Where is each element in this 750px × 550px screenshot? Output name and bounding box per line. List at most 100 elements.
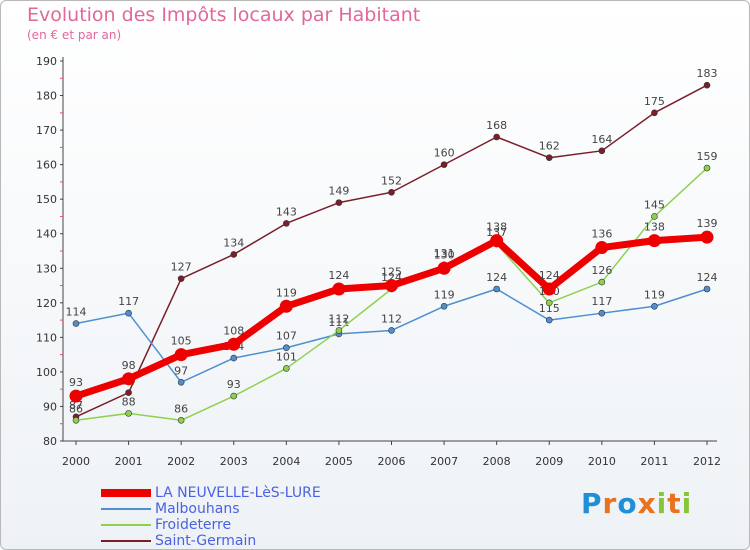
y-tick-label: 150 <box>36 193 57 206</box>
data-label: 124 <box>328 269 349 282</box>
x-tick-label: 2009 <box>535 455 563 468</box>
chart-title: Evolution des Impôts locaux par Habitant <box>27 4 421 26</box>
logo-letter: P <box>581 487 603 520</box>
data-label: 87 <box>69 399 83 412</box>
data-label: 124 <box>697 271 718 284</box>
data-label: 119 <box>276 286 297 299</box>
data-point <box>122 372 136 386</box>
logo-letter: i <box>681 487 693 520</box>
data-label: 136 <box>591 228 612 241</box>
logo-letter: o <box>617 487 638 520</box>
data-point <box>647 234 661 248</box>
data-point <box>651 109 658 117</box>
x-tick-label: 2012 <box>693 455 721 468</box>
data-point <box>440 161 448 168</box>
data-point <box>230 354 238 362</box>
y-tick-label: 100 <box>36 366 57 379</box>
data-point <box>125 309 132 317</box>
y-tick-label: 140 <box>36 228 57 241</box>
x-tick-label: 2010 <box>588 455 616 468</box>
data-label: 168 <box>486 119 507 132</box>
data-label: 93 <box>69 376 83 389</box>
data-point <box>279 299 293 313</box>
data-point <box>440 302 448 310</box>
data-label: 125 <box>381 266 402 279</box>
data-point <box>230 251 238 258</box>
y-tick-label: 110 <box>36 331 57 344</box>
x-tick-label: 2006 <box>378 455 406 468</box>
legend-item: LA NEUVELLE-LèS-LURE <box>101 485 321 501</box>
data-point <box>335 327 343 334</box>
data-point <box>388 327 395 334</box>
data-label: 183 <box>697 67 718 80</box>
data-label: 130 <box>434 248 455 261</box>
logo-letter: r <box>602 487 618 520</box>
data-point <box>177 378 185 386</box>
data-label: 97 <box>174 364 188 377</box>
y-tick-label: 180 <box>36 90 57 103</box>
x-tick-label: 2011 <box>640 455 668 468</box>
data-label: 119 <box>644 288 665 301</box>
data-point <box>72 320 80 327</box>
legend-label: Saint-Germain <box>155 533 257 549</box>
data-label: 114 <box>66 306 87 319</box>
y-tick-label: 170 <box>36 124 57 137</box>
y-tick-label: 130 <box>36 262 57 275</box>
data-point <box>385 279 398 293</box>
data-point <box>703 81 711 89</box>
data-point <box>651 213 658 220</box>
data-point <box>493 285 500 293</box>
data-label: 164 <box>591 133 612 146</box>
data-point <box>700 230 714 244</box>
data-point <box>335 199 343 206</box>
data-label: 152 <box>381 174 402 187</box>
data-point <box>177 416 185 424</box>
data-label: 119 <box>434 288 455 301</box>
data-label: 145 <box>644 198 665 211</box>
logo-letter: x <box>637 487 657 520</box>
data-point <box>283 220 290 227</box>
legend-label: LA NEUVELLE-LèS-LURE <box>155 485 321 501</box>
data-label: 143 <box>276 205 297 218</box>
data-point <box>542 282 556 296</box>
data-label: 134 <box>223 236 244 249</box>
data-label: 93 <box>227 378 241 391</box>
data-label: 112 <box>381 312 402 325</box>
data-label: 101 <box>276 350 297 363</box>
data-label: 86 <box>69 402 83 415</box>
data-point <box>174 348 188 362</box>
data-point <box>69 389 83 403</box>
y-tick-label: 190 <box>36 55 57 68</box>
data-label: 162 <box>539 140 560 153</box>
data-point <box>125 389 132 396</box>
data-label: 139 <box>697 217 718 230</box>
data-point <box>72 416 80 424</box>
legend: LA NEUVELLE-LèS-LURE Malbouhans Froideterr… <box>101 485 321 549</box>
data-label: 124 <box>539 269 560 282</box>
data-point <box>332 282 346 296</box>
data-point <box>437 261 451 275</box>
data-point <box>545 316 553 324</box>
x-tick-label: 2004 <box>272 455 300 468</box>
data-label: 105 <box>171 335 192 348</box>
y-tick-label: 80 <box>43 435 57 448</box>
data-point <box>703 285 711 293</box>
logo-letter: i <box>656 487 668 520</box>
data-label: 131 <box>434 247 455 260</box>
y-tick-label: 160 <box>36 159 57 172</box>
x-tick-label: 2007 <box>430 455 458 468</box>
legend-swatch <box>101 524 151 526</box>
x-tick-label: 2000 <box>62 455 90 468</box>
data-point <box>651 302 658 310</box>
data-point <box>125 410 132 417</box>
chart-subtitle: (en € et par an) <box>27 28 122 42</box>
legend-label: Froideterre <box>155 517 232 533</box>
series-line <box>75 84 708 418</box>
data-point <box>283 344 290 352</box>
legend-item: Froideterre <box>101 517 321 533</box>
data-point <box>545 299 553 307</box>
data-label: 117 <box>591 295 612 308</box>
x-tick-label: 2002 <box>167 455 195 468</box>
x-tick-label: 2008 <box>483 455 511 468</box>
data-label: 149 <box>328 185 349 198</box>
